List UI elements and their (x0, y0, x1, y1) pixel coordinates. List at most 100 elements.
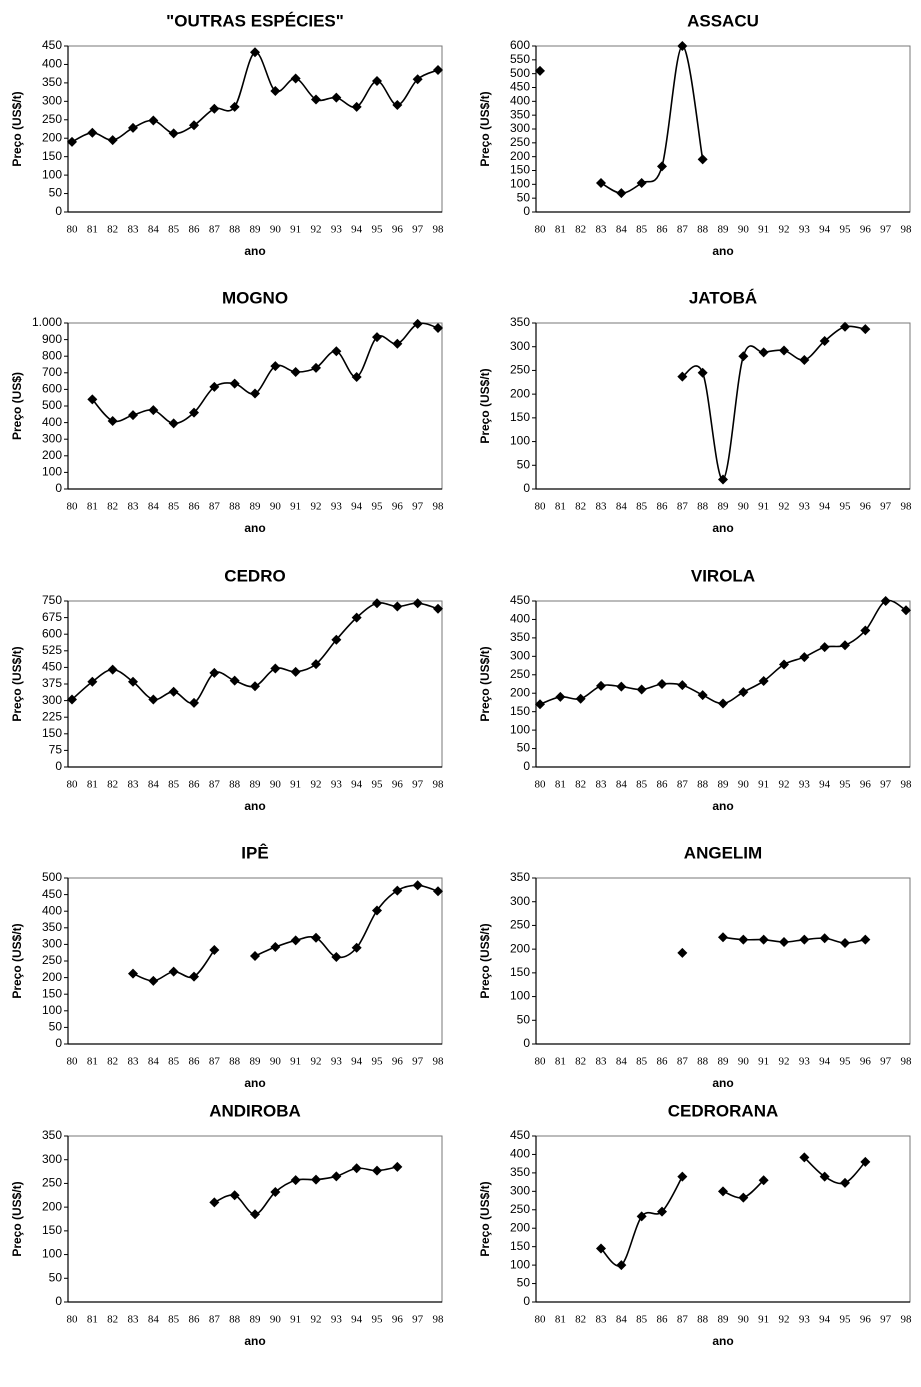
x-tick-label: 85 (168, 1314, 180, 1326)
marker (738, 351, 749, 362)
x-tick-label: 81 (87, 779, 98, 791)
marker (433, 886, 443, 897)
x-tick-label: 88 (229, 1314, 241, 1326)
x-tick-label: 97 (412, 1314, 424, 1326)
x-tick-label: 83 (596, 779, 608, 791)
marker (290, 1175, 301, 1186)
marker (412, 318, 423, 329)
chart-panel: CEDRO 0 75 150 225 300 375 450 525 600 675 750 80 81 8… (10, 566, 444, 813)
plot-area (535, 322, 911, 490)
x-tick-label: 82 (575, 1314, 586, 1326)
marker (758, 1175, 769, 1186)
x-tick-label: 90 (270, 1314, 282, 1326)
marker (860, 1156, 871, 1167)
x-tick-label: 88 (697, 224, 709, 236)
y-tick-label: 600 (42, 382, 62, 396)
marker (270, 663, 281, 674)
y-tick-label: 300 (510, 1184, 530, 1198)
x-tick-label: 98 (901, 501, 913, 513)
y-tick-label: 400 (42, 903, 62, 917)
y-tick-label: 225 (42, 709, 62, 723)
marker (270, 1186, 281, 1197)
x-tick-label: 98 (433, 224, 445, 236)
y-tick-label: 300 (510, 339, 530, 353)
y-tick-label: 300 (510, 894, 530, 908)
y-tick-label: 400 (42, 415, 62, 429)
x-tick-label: 97 (880, 501, 892, 513)
x-tick-label: 98 (433, 1314, 445, 1326)
x-tick-label: 89 (718, 1056, 730, 1068)
x-tick-label: 83 (128, 779, 140, 791)
x-tick-label: 93 (331, 224, 343, 236)
marker (758, 676, 769, 687)
x-tick-label: 95 (840, 1314, 852, 1326)
x-tick-label: 89 (250, 779, 262, 791)
x-tick-label: 84 (148, 501, 160, 513)
chart-title: ANGELIM (684, 843, 762, 862)
marker (799, 1152, 810, 1163)
marker (555, 691, 566, 702)
x-tick-label: 85 (636, 1056, 648, 1068)
x-tick-label: 97 (412, 224, 424, 236)
marker (87, 676, 98, 687)
y-tick-label: 200 (42, 1199, 62, 1213)
marker (331, 92, 342, 103)
chart-title: ASSACU (687, 11, 759, 30)
x-tick-label: 93 (331, 1314, 343, 1326)
x-tick-label: 81 (555, 224, 566, 236)
x-tick-label: 86 (657, 224, 669, 236)
marker (148, 115, 159, 126)
x-tick-label: 91 (758, 1314, 769, 1326)
x-tick-label: 86 (189, 1314, 201, 1326)
x-tick-label: 83 (128, 1314, 140, 1326)
marker (229, 1190, 240, 1201)
marker (250, 1209, 260, 1220)
y-tick-label: 100 (42, 1247, 62, 1261)
x-axis-label: ano (712, 244, 733, 258)
marker (779, 345, 789, 356)
y-tick-label: 350 (510, 1165, 530, 1179)
x-tick-label: 80 (535, 224, 547, 236)
x-tick-label: 87 (209, 1314, 221, 1326)
marker (392, 338, 403, 349)
y-axis-label: Preço (US$/t) (10, 646, 24, 721)
x-tick-label: 93 (799, 1314, 811, 1326)
marker (87, 127, 98, 138)
marker (860, 324, 871, 335)
x-tick-label: 96 (860, 779, 872, 791)
y-tick-label: 525 (42, 643, 62, 657)
x-tick-label: 90 (738, 1314, 750, 1326)
x-tick-label: 89 (250, 501, 262, 513)
line (539, 599, 907, 706)
chart-panel: ANDIROBA 0 50 100 150 200 250 300 350 80 81 82 83 84 8… (10, 1101, 444, 1348)
marker (433, 64, 443, 75)
y-tick-label: 400 (510, 94, 530, 108)
x-tick-label: 87 (677, 1314, 689, 1326)
chart-panel: ASSACU 0501001502002503003504004505005506… (478, 11, 912, 258)
y-tick-label: 300 (42, 693, 62, 707)
y-tick-label: 0 (523, 1036, 530, 1050)
y-tick-label: 600 (510, 38, 530, 52)
x-tick-label: 92 (779, 224, 790, 236)
x-tick-label: 98 (901, 1056, 913, 1068)
x-tick-label: 89 (250, 224, 262, 236)
x-tick-label: 83 (596, 1314, 608, 1326)
x-tick-label: 98 (433, 779, 445, 791)
marker (799, 652, 810, 663)
x-tick-label: 81 (555, 1056, 566, 1068)
marker (392, 885, 403, 896)
y-tick-label: 100 (510, 177, 530, 191)
marker (189, 407, 199, 418)
x-tick-label: 81 (555, 779, 566, 791)
marker (229, 101, 240, 112)
y-tick-label: 350 (510, 870, 530, 884)
marker (636, 177, 647, 188)
x-tick-label: 80 (535, 1314, 547, 1326)
x-tick-label: 88 (697, 1314, 709, 1326)
y-tick-label: 250 (510, 135, 530, 149)
y-tick-label: 150 (42, 986, 62, 1000)
x-tick-label: 80 (535, 501, 547, 513)
x-tick-label: 84 (148, 1056, 160, 1068)
marker (107, 135, 118, 146)
